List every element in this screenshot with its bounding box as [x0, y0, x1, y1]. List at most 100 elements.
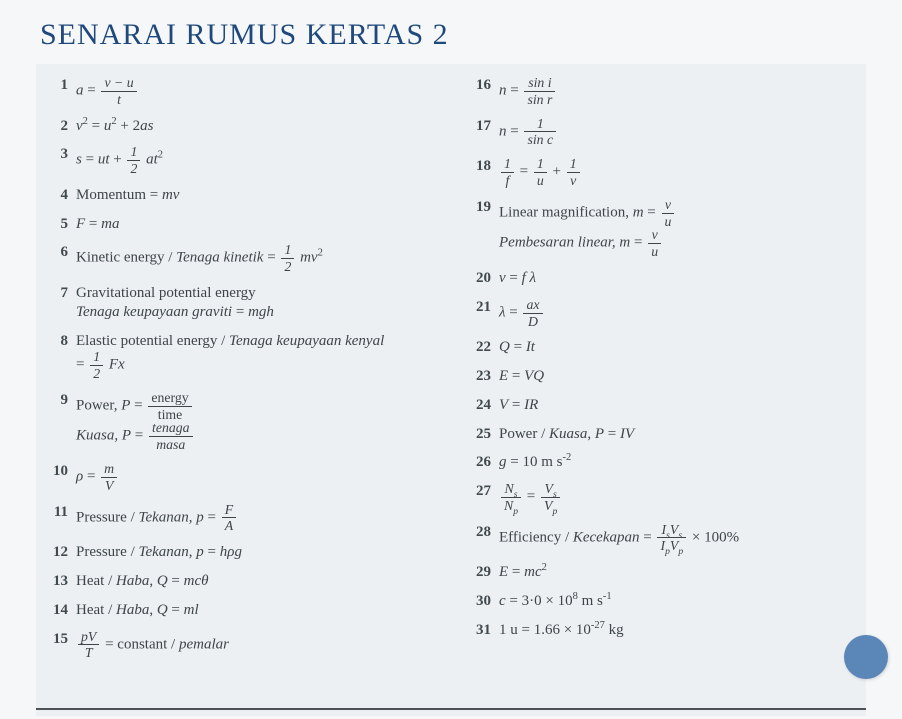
formula-number: 29: [467, 563, 499, 582]
formula-number: 31: [467, 621, 499, 640]
formula-row: 12Pressure / Tekanan, p = hρg: [44, 543, 435, 562]
formula-body: Kinetic energy / Tenaga kinetik = 12 mv2: [76, 243, 435, 274]
formula-row: 26g = 10 m s-2: [467, 453, 858, 472]
formula-body: Power / Kuasa, P = IV: [499, 425, 858, 444]
formula-body: Momentum = mv: [76, 186, 435, 205]
formula-row: 1a = v − ut: [44, 76, 435, 107]
formula-body: Heat / Haba, Q = ml: [76, 601, 435, 620]
right-column: 16n = sin isin r17n = 1sin c181f = 1u + …: [461, 70, 864, 670]
formula-body: s = ut + 12 at2: [76, 145, 435, 176]
formula-body: NsNp = VsVp: [499, 482, 858, 513]
formula-body: F = ma: [76, 215, 435, 234]
formula-number: 27: [467, 482, 499, 501]
formula-row: 22Q = It: [467, 338, 858, 357]
formula-body: v2 = u2 + 2as: [76, 117, 435, 136]
formula-sheet: 1a = v − ut2v2 = u2 + 2as3s = ut + 12 at…: [36, 64, 866, 716]
formula-number: 1: [44, 76, 76, 95]
formula-row: 10ρ = mV: [44, 462, 435, 493]
formula-number: 11: [44, 503, 76, 522]
formula-number: 9: [44, 391, 76, 410]
formula-row: 16n = sin isin r: [467, 76, 858, 107]
formula-row: 2v2 = u2 + 2as: [44, 117, 435, 136]
formula-number: 5: [44, 215, 76, 234]
formula-body: E = VQ: [499, 367, 858, 386]
formula-number: 17: [467, 117, 499, 136]
left-column: 1a = v − ut2v2 = u2 + 2as3s = ut + 12 at…: [38, 70, 441, 670]
formula-row: 19Linear magnification, m = vuPembesaran…: [467, 198, 858, 259]
formula-number: 2: [44, 117, 76, 136]
formula-row: 181f = 1u + 1v: [467, 157, 858, 188]
formula-body: n = sin isin r: [499, 76, 858, 107]
formula-row: 24V = IR: [467, 396, 858, 415]
formula-row: 20v = f λ: [467, 269, 858, 288]
formula-row: 9Power, P = energytimeKuasa, P = tenagam…: [44, 391, 435, 452]
formula-row: 311 u = 1.66 × 10-27 kg: [467, 621, 858, 640]
formula-row: 7Gravitational potential energyTenaga ke…: [44, 284, 435, 322]
formula-body: Efficiency / Kecekapan = IsVsIpVp × 100%: [499, 523, 858, 554]
formula-body: E = mc2: [499, 563, 858, 582]
formula-number: 13: [44, 572, 76, 591]
formula-number: 3: [44, 145, 76, 164]
formula-row: 29E = mc2: [467, 563, 858, 582]
formula-number: 14: [44, 601, 76, 620]
formula-row: 15pVT = constant / pemalar: [44, 630, 435, 661]
formula-body: Power, P = energytimeKuasa, P = tenagama…: [76, 391, 435, 452]
formula-number: 20: [467, 269, 499, 288]
formula-number: 21: [467, 298, 499, 317]
columns: 1a = v − ut2v2 = u2 + 2as3s = ut + 12 at…: [38, 70, 864, 670]
formula-row: 11Pressure / Tekanan, p = FA: [44, 503, 435, 534]
formula-number: 16: [467, 76, 499, 95]
formula-body: g = 10 m s-2: [499, 453, 858, 472]
formula-row: 3s = ut + 12 at2: [44, 145, 435, 176]
formula-body: Q = It: [499, 338, 858, 357]
formula-number: 8: [44, 332, 76, 351]
formula-row: 30c = 3·0 × 108 m s-1: [467, 592, 858, 611]
formula-row: 17n = 1sin c: [467, 117, 858, 148]
page-container: SENARAI RUMUS KERTAS 2 1a = v − ut2v2 = …: [0, 0, 902, 719]
formula-row: 4Momentum = mv: [44, 186, 435, 205]
formula-body: Gravitational potential energyTenaga keu…: [76, 284, 435, 322]
formula-body: pVT = constant / pemalar: [76, 630, 435, 661]
formula-row: 27NsNp = VsVp: [467, 482, 858, 513]
formula-row: 8Elastic potential energy / Tenaga keupa…: [44, 332, 435, 381]
formula-body: 1 u = 1.66 × 10-27 kg: [499, 621, 858, 640]
formula-number: 25: [467, 425, 499, 444]
formula-row: 5F = ma: [44, 215, 435, 234]
formula-number: 15: [44, 630, 76, 649]
formula-body: n = 1sin c: [499, 117, 858, 148]
formula-body: Linear magnification, m = vuPembesaran l…: [499, 198, 858, 259]
formula-number: 6: [44, 243, 76, 262]
formula-number: 7: [44, 284, 76, 303]
formula-row: 6Kinetic energy / Tenaga kinetik = 12 mv…: [44, 243, 435, 274]
formula-number: 26: [467, 453, 499, 472]
formula-body: ρ = mV: [76, 462, 435, 493]
formula-body: V = IR: [499, 396, 858, 415]
formula-body: Pressure / Tekanan, p = hρg: [76, 543, 435, 562]
formula-body: 1f = 1u + 1v: [499, 157, 858, 188]
formula-row: 21λ = axD: [467, 298, 858, 329]
formula-body: Heat / Haba, Q = mcθ: [76, 572, 435, 591]
formula-row: 25Power / Kuasa, P = IV: [467, 425, 858, 444]
decorative-circle-icon: [844, 635, 888, 679]
formula-body: a = v − ut: [76, 76, 435, 107]
formula-number: 10: [44, 462, 76, 481]
formula-number: 23: [467, 367, 499, 386]
formula-row: 14Heat / Haba, Q = ml: [44, 601, 435, 620]
formula-row: 28Efficiency / Kecekapan = IsVsIpVp × 10…: [467, 523, 858, 554]
formula-body: v = f λ: [499, 269, 858, 288]
formula-row: 13Heat / Haba, Q = mcθ: [44, 572, 435, 591]
formula-number: 4: [44, 186, 76, 205]
formula-number: 24: [467, 396, 499, 415]
formula-number: 19: [467, 198, 499, 217]
formula-number: 12: [44, 543, 76, 562]
formula-row: 23E = VQ: [467, 367, 858, 386]
formula-body: Pressure / Tekanan, p = FA: [76, 503, 435, 534]
page-title: SENARAI RUMUS KERTAS 2: [40, 18, 866, 52]
bottom-rule: [36, 708, 866, 710]
formula-number: 22: [467, 338, 499, 357]
formula-body: Elastic potential energy / Tenaga keupay…: [76, 332, 435, 381]
formula-body: c = 3·0 × 108 m s-1: [499, 592, 858, 611]
formula-number: 18: [467, 157, 499, 176]
formula-number: 30: [467, 592, 499, 611]
formula-body: λ = axD: [499, 298, 858, 329]
